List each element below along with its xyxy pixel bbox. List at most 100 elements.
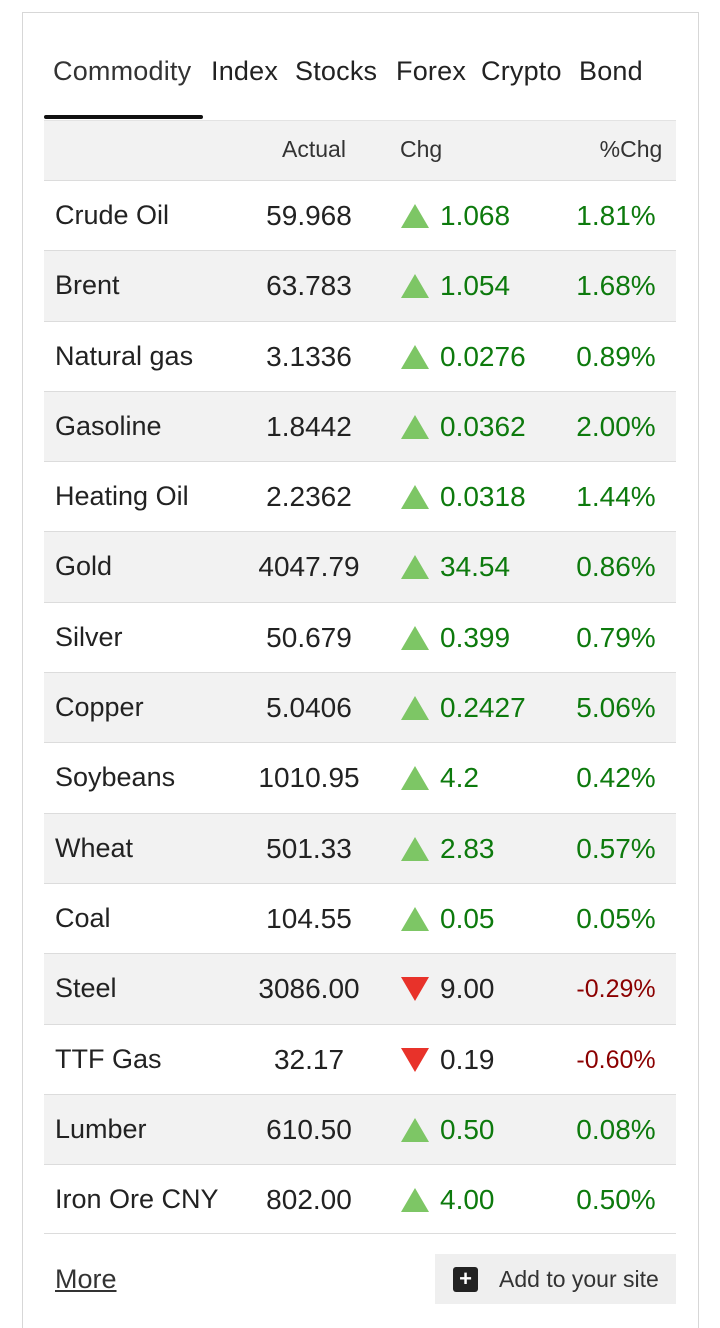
change-value: 9.00: [440, 973, 495, 1005]
down-arrow-icon: [401, 977, 429, 1002]
table-row[interactable]: Lumber 610.50 0.50 0.08%: [44, 1093, 676, 1165]
commodity-name[interactable]: Wheat: [55, 832, 134, 863]
table-row[interactable]: TTF Gas 32.17 0.19 -0.60%: [44, 1023, 676, 1094]
commodity-name[interactable]: Steel: [55, 973, 117, 1004]
up-arrow-icon: [401, 485, 429, 510]
percent-change-value: 0.86%: [576, 551, 656, 583]
table-row[interactable]: Heating Oil 2.2362 0.0318 1.44%: [44, 461, 676, 531]
plus-icon: +: [453, 1267, 478, 1292]
actual-value: 5.0406: [266, 692, 352, 724]
percent-change-value: 1.81%: [576, 200, 656, 231]
commodity-name[interactable]: Crude Oil: [55, 200, 170, 230]
table-row[interactable]: Steel 3086.00 9.00 -0.29%: [44, 953, 676, 1024]
actual-value: 59.968: [266, 200, 352, 231]
up-arrow-icon: [401, 696, 429, 721]
table-row[interactable]: Coal 104.55 0.05 0.05%: [44, 882, 676, 953]
change-value: 0.399: [440, 621, 511, 653]
change-value: 0.0318: [440, 481, 526, 513]
actual-value: 1.8442: [266, 410, 352, 442]
percent-change-value: 0.50%: [576, 1184, 656, 1216]
down-arrow-icon: [401, 1047, 429, 1072]
commodity-table: Actual Chg %Chg Crude Oil 59.968 1.068 1.81…: [44, 120, 676, 1235]
commodity-name[interactable]: Lumber: [55, 1113, 147, 1144]
percent-change-value: 1.44%: [576, 481, 656, 513]
table-row[interactable]: Soybeans 1010.95 4.2 0.42%: [44, 742, 676, 812]
up-arrow-icon: [401, 625, 429, 650]
table-row[interactable]: Silver 50.679 0.399 0.79%: [44, 601, 676, 672]
commodity-name[interactable]: Silver: [55, 621, 123, 652]
tab-stocks[interactable]: Stocks: [295, 56, 378, 86]
actual-value: 63.783: [266, 270, 352, 302]
tab-forex[interactable]: Forex: [396, 56, 467, 86]
commodity-name[interactable]: Coal: [55, 902, 111, 933]
change-value: 4.00: [440, 1184, 495, 1216]
table-row[interactable]: Gold 4047.79 34.54 0.86%: [44, 531, 676, 602]
percent-change-value: 0.79%: [576, 621, 656, 653]
up-arrow-icon: [401, 204, 429, 228]
change-value: 34.54: [440, 551, 511, 583]
table-row[interactable]: Brent 63.783 1.054 1.68%: [44, 250, 676, 321]
percent-change-value: 0.57%: [576, 832, 656, 864]
table-row[interactable]: Crude Oil 59.968 1.068 1.81%: [44, 180, 676, 250]
up-arrow-icon: [401, 555, 429, 580]
header-actual[interactable]: Actual: [282, 136, 346, 162]
up-arrow-icon: [401, 1188, 429, 1213]
tab-crypto[interactable]: Crypto: [481, 56, 562, 86]
change-value: 0.0276: [440, 340, 526, 372]
actual-value: 32.17: [273, 1043, 345, 1075]
percent-change-value: 0.08%: [576, 1113, 656, 1145]
commodity-name[interactable]: Heating Oil: [55, 481, 189, 512]
actual-value: 50.679: [266, 621, 352, 653]
commodity-name[interactable]: Brent: [55, 270, 120, 301]
change-value: 0.50: [440, 1113, 495, 1145]
percent-change-value: 0.89%: [576, 340, 656, 372]
actual-value: 501.33: [266, 832, 352, 864]
header-chg[interactable]: Chg: [400, 136, 443, 162]
up-arrow-icon: [401, 906, 429, 931]
commodity-name[interactable]: Gasoline: [55, 410, 162, 441]
header-pct-chg[interactable]: %Chg: [599, 136, 663, 162]
change-value: 0.19: [440, 1043, 495, 1075]
commodity-name[interactable]: Iron Ore CNY: [55, 1184, 219, 1215]
percent-change-value: 5.06%: [576, 692, 656, 724]
actual-value: 610.50: [266, 1113, 352, 1145]
table-row[interactable]: Wheat 501.33 2.83 0.57%: [44, 812, 676, 883]
change-value: 0.0362: [440, 410, 526, 442]
actual-value: 4047.79: [258, 551, 360, 583]
up-arrow-icon: [401, 274, 429, 299]
widget-footer: More + Add to your site: [44, 1254, 676, 1304]
commodity-name[interactable]: Soybeans: [55, 762, 176, 793]
change-value: 0.05: [440, 902, 495, 934]
change-value: 0.2427: [440, 692, 526, 724]
percent-change-value: 1.68%: [576, 270, 656, 302]
change-value: 4.2: [440, 762, 479, 794]
tab-index[interactable]: Index: [211, 56, 279, 86]
tab-commodity[interactable]: Commodity: [53, 56, 192, 86]
table-header: Actual Chg %Chg: [44, 120, 676, 180]
actual-value: 1010.95: [258, 762, 360, 794]
change-value: 2.83: [440, 832, 495, 864]
table-row[interactable]: Iron Ore CNY 802.00 4.00 0.50%: [44, 1164, 676, 1235]
actual-value: 2.2362: [266, 481, 352, 513]
up-arrow-icon: [401, 836, 429, 861]
table-row[interactable]: Gasoline 1.8442 0.0362 2.00%: [44, 390, 676, 462]
up-arrow-icon: [401, 766, 429, 791]
commodity-name[interactable]: TTF Gas: [55, 1043, 162, 1074]
percent-change-value: -0.29%: [576, 975, 656, 1004]
up-arrow-icon: [401, 1117, 429, 1142]
commodity-name[interactable]: Natural gas: [55, 340, 194, 371]
active-tab-indicator: [44, 115, 203, 119]
add-to-site-button[interactable]: + Add to your site: [435, 1254, 676, 1304]
commodity-name[interactable]: Gold: [55, 551, 113, 582]
more-link[interactable]: More: [55, 1264, 117, 1294]
percent-change-value: -0.60%: [576, 1045, 656, 1074]
tab-bond[interactable]: Bond: [579, 56, 643, 86]
table-row[interactable]: Natural gas 3.1336 0.0276 0.89%: [44, 320, 676, 391]
change-value: 1.054: [440, 270, 511, 302]
up-arrow-icon: [401, 344, 429, 369]
up-arrow-icon: [401, 414, 429, 439]
percent-change-value: 0.05%: [576, 902, 656, 934]
commodity-name[interactable]: Copper: [55, 692, 144, 723]
table-row[interactable]: Copper 5.0406 0.2427 5.06%: [44, 672, 676, 743]
actual-value: 104.55: [266, 902, 352, 934]
